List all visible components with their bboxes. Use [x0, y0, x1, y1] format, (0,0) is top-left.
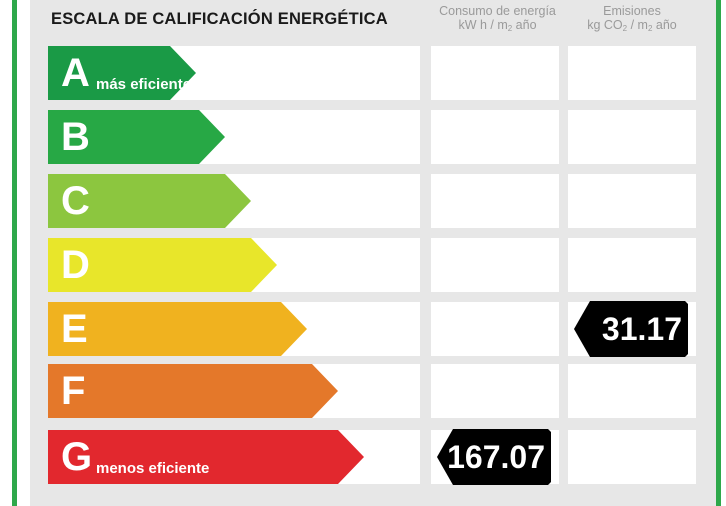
rating-arrow-shape-g	[48, 430, 364, 484]
emissions-indicator: 31.17	[574, 301, 688, 357]
emissions-cell-c	[568, 174, 696, 228]
rating-bar-b: B	[48, 110, 225, 164]
rating-arrow-shape-b	[48, 110, 225, 164]
rating-letter-f: F	[61, 369, 86, 413]
rating-arrow-g	[48, 430, 364, 484]
consumption-header: Consumo de energía kW h / m2 año	[430, 4, 565, 36]
rating-letter-a: A	[61, 51, 90, 95]
right-green-border	[716, 0, 721, 506]
rating-letter-c: C	[61, 179, 90, 223]
rating-caption-g: menos eficiente	[96, 460, 210, 477]
emissions-header: Emisiones kg CO2 / m2 año	[567, 4, 697, 36]
consumption-cell-f	[431, 364, 559, 418]
rating-arrow-a	[48, 46, 196, 100]
consumption-cell-e	[431, 302, 559, 356]
rating-arrow-shape-f	[48, 364, 338, 418]
rating-bar-d: D	[48, 238, 277, 292]
rating-letter-b: B	[61, 115, 90, 159]
emissions-header-line1: Emisiones	[603, 4, 661, 18]
emissions-header-unit: kg CO2 / m2 año	[587, 18, 677, 33]
consumption-indicator: 167.07	[437, 429, 551, 485]
rating-letter-d: D	[61, 243, 90, 287]
emissions-indicator-value: 31.17	[601, 311, 682, 347]
consumption-cell-a	[431, 46, 559, 100]
left-green-border	[12, 0, 17, 506]
emissions-cell-g	[568, 430, 696, 484]
rating-bar-f: F	[48, 364, 338, 418]
consumption-indicator-value: 167.07	[447, 439, 545, 475]
emissions-indicator-shape	[574, 301, 688, 357]
rating-arrow-c	[48, 174, 251, 228]
rating-letter-e: E	[61, 307, 88, 351]
rating-arrow-shape-a	[48, 46, 196, 100]
scale-title: ESCALA DE CALIFICACIÓN ENERGÉTICA	[51, 10, 388, 28]
consumption-indicator-shape	[437, 429, 551, 485]
consumption-header-line1: Consumo de energía	[439, 4, 556, 18]
rating-arrow-e	[48, 302, 307, 356]
rating-bar-e: E	[48, 302, 307, 356]
rating-arrow-d	[48, 238, 277, 292]
emissions-cell-b	[568, 110, 696, 164]
consumption-cell-d	[431, 238, 559, 292]
consumption-cell-c	[431, 174, 559, 228]
rating-arrow-b	[48, 110, 225, 164]
emissions-cell-f	[568, 364, 696, 418]
consumption-cell-b	[431, 110, 559, 164]
consumption-header-unit: kW h / m2 año	[458, 18, 537, 33]
rating-arrow-shape-d	[48, 238, 277, 292]
emissions-cell-d	[568, 238, 696, 292]
rating-letter-g: G	[61, 435, 93, 479]
panel-bottom	[30, 496, 716, 506]
rating-arrow-shape-c	[48, 174, 251, 228]
rating-arrow-shape-e	[48, 302, 307, 356]
emissions-cell-a	[568, 46, 696, 100]
rating-bar-c: C	[48, 174, 251, 228]
rating-caption-a: más eficiente	[96, 76, 192, 93]
rating-arrow-f	[48, 364, 338, 418]
